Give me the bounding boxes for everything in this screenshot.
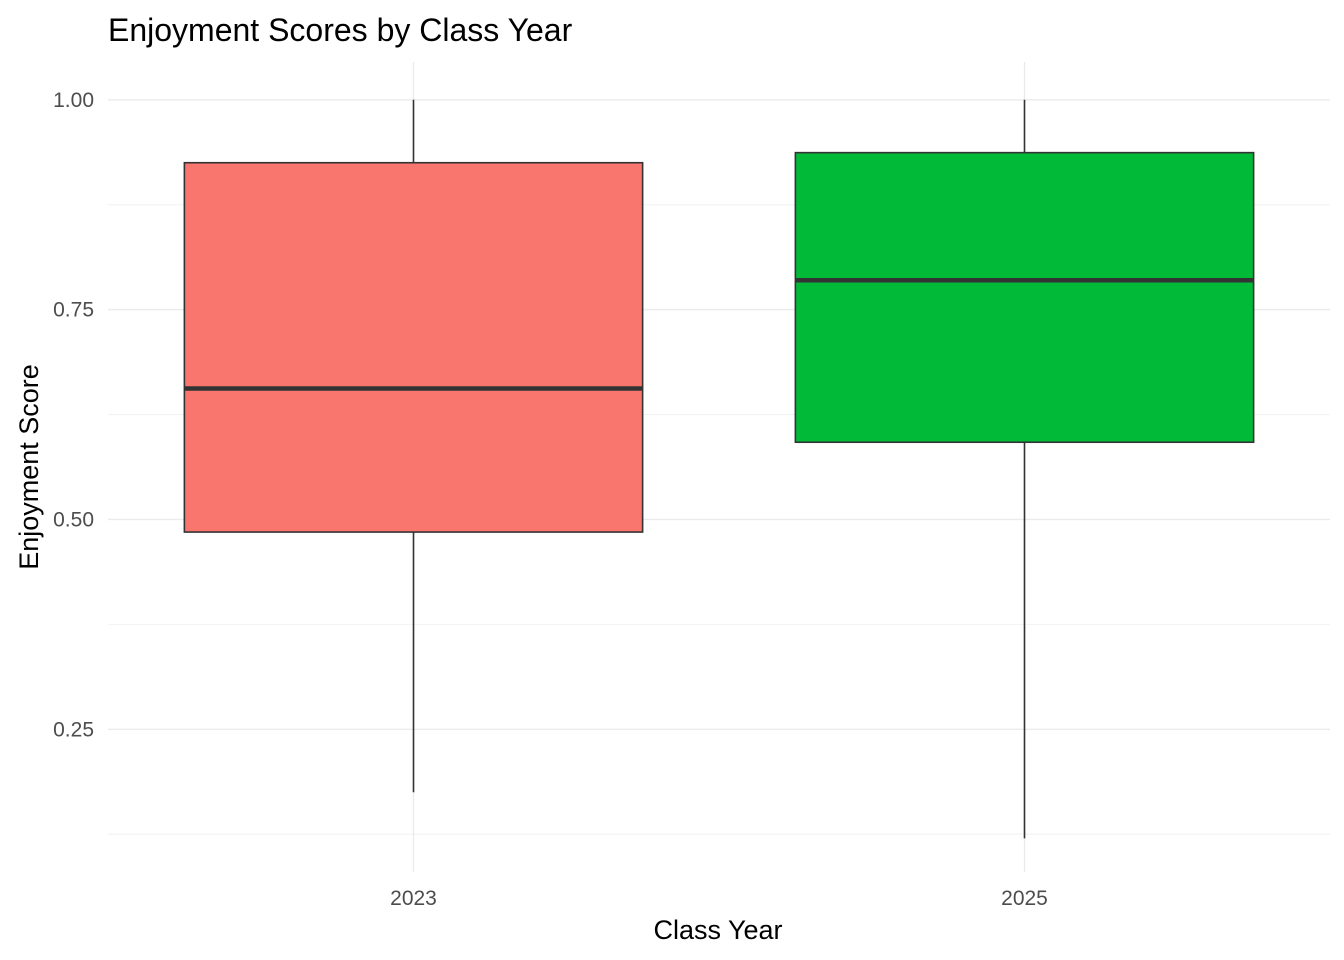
box-2023 bbox=[183, 99, 644, 793]
x-axis-tick-labels: 2023 2025 bbox=[390, 887, 1048, 910]
y-axis-title: Enjoyment Score bbox=[14, 364, 44, 570]
y-tick-label: 1.00 bbox=[53, 89, 94, 112]
box-2025 bbox=[794, 99, 1255, 839]
y-tick-label: 0.25 bbox=[53, 718, 94, 741]
iqr-box bbox=[794, 151, 1255, 444]
x-tick-label: 2023 bbox=[390, 887, 437, 910]
iqr-box bbox=[183, 161, 644, 533]
y-tick-label: 0.75 bbox=[53, 299, 94, 322]
x-axis-title: Class Year bbox=[653, 915, 782, 945]
y-axis-tick-labels: 0.25 0.50 0.75 1.00 bbox=[53, 89, 94, 742]
x-tick-label: 2025 bbox=[1001, 887, 1048, 910]
y-tick-label: 0.50 bbox=[53, 508, 94, 531]
box-marks bbox=[183, 99, 1255, 839]
chart-title: Enjoyment Scores by Class Year bbox=[108, 12, 573, 48]
